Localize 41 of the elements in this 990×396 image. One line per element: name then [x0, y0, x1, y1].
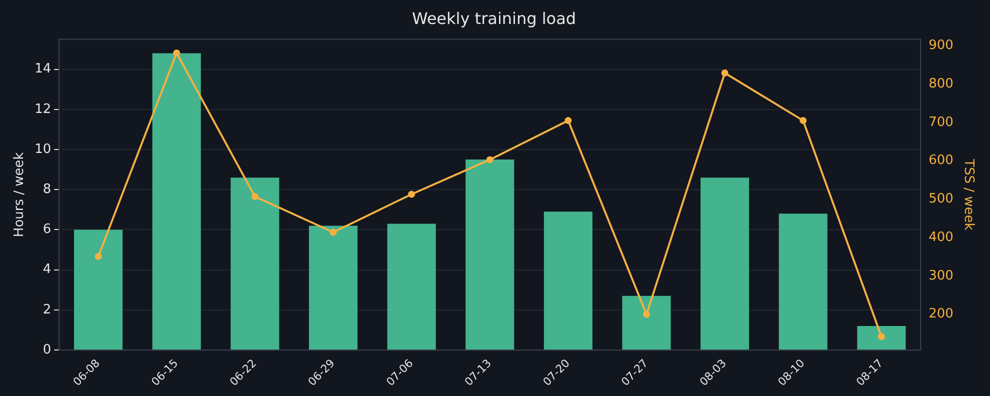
point: [173, 50, 180, 57]
point: [408, 190, 416, 198]
bar: [152, 53, 201, 350]
bar: [544, 212, 592, 350]
point: [330, 228, 337, 236]
y2-tick-label: 300: [928, 268, 954, 284]
bar: [74, 230, 123, 350]
bar: [387, 224, 436, 350]
point: [721, 69, 728, 76]
point: [642, 310, 650, 318]
y-axis-title: Hours / week: [12, 152, 28, 238]
y-tick-label: 12: [34, 102, 52, 117]
point: [251, 193, 258, 200]
bar: [230, 178, 280, 350]
chart-title: Weekly training load: [412, 8, 576, 28]
y-tick-label: 10: [34, 142, 52, 157]
point: [800, 117, 807, 124]
y-tick-label: 2: [42, 302, 52, 318]
bar: [308, 226, 358, 350]
y2-tick-label: 200: [928, 306, 954, 322]
y-tick-label: 4: [42, 262, 52, 278]
point: [564, 117, 572, 124]
y2-tick-label: 600: [928, 153, 954, 168]
y2-tick-label: 500: [928, 192, 954, 207]
y2-tick-label: 900: [928, 38, 954, 54]
y2-axis-title: TSS / week: [960, 158, 976, 231]
bar: [700, 178, 750, 350]
y-tick-label: 14: [34, 62, 52, 77]
y2-tick-label: 800: [928, 76, 954, 92]
point: [878, 333, 885, 340]
y-tick-label: 0: [42, 342, 52, 358]
point: [94, 252, 102, 260]
y-tick-label: 6: [42, 222, 52, 238]
y-tick-label: 8: [42, 182, 52, 197]
bar: [778, 214, 828, 350]
point: [486, 156, 494, 164]
bar: [857, 326, 906, 350]
bar: [466, 160, 514, 350]
y2-tick-label: 700: [928, 114, 954, 130]
bar: [622, 296, 671, 350]
y2-tick-label: 400: [928, 230, 954, 245]
